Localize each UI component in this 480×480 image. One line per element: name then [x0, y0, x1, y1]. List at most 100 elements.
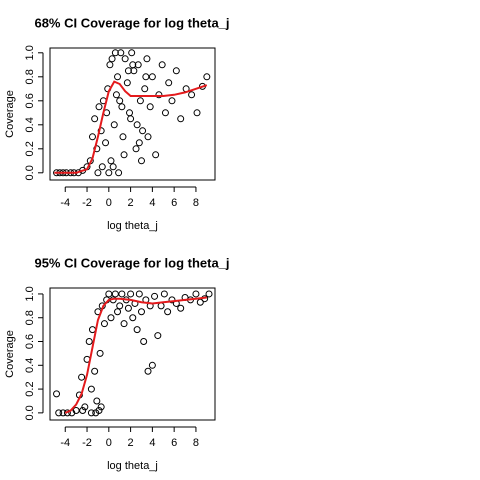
point: [135, 290, 143, 298]
point: [172, 67, 180, 75]
point: [120, 320, 128, 328]
point: [79, 406, 87, 414]
point: [116, 302, 124, 310]
point: [102, 139, 110, 147]
point: [112, 91, 120, 99]
point: [107, 157, 115, 165]
point: [63, 409, 71, 417]
smooth-line: [64, 296, 207, 414]
point: [109, 163, 117, 171]
point: [91, 115, 99, 123]
point: [115, 169, 123, 177]
plot-box: [49, 287, 216, 421]
y-tick-label: 0.2: [24, 381, 36, 396]
point: [108, 55, 116, 63]
point: [137, 308, 145, 316]
point: [148, 73, 156, 81]
point: [81, 403, 89, 411]
point: [88, 133, 96, 141]
point: [93, 145, 101, 153]
point: [114, 308, 122, 316]
point: [203, 73, 211, 81]
point: [93, 397, 101, 405]
y-axis-label: Coverage: [4, 330, 16, 378]
point: [124, 304, 132, 312]
point: [123, 79, 131, 87]
y-axis-label: Coverage: [4, 90, 16, 138]
point: [88, 326, 96, 334]
point: [55, 409, 63, 417]
point: [146, 103, 154, 111]
point: [129, 61, 137, 69]
point: [105, 169, 113, 177]
point: [158, 61, 166, 69]
point: [144, 367, 152, 375]
y-tick-label: 0.8: [24, 69, 36, 84]
point: [137, 157, 145, 165]
point: [129, 314, 137, 322]
point: [95, 103, 103, 111]
point: [124, 67, 132, 75]
point: [106, 61, 114, 69]
point: [111, 49, 119, 57]
point: [177, 115, 185, 123]
point: [98, 163, 106, 171]
point: [111, 290, 119, 298]
point: [168, 97, 176, 105]
y-tick-label: 1.0: [24, 45, 36, 60]
point: [72, 406, 80, 414]
point: [135, 139, 143, 147]
point: [117, 49, 125, 57]
y-tick-label: 0.6: [24, 93, 36, 108]
point: [192, 290, 200, 298]
x-tick-label: 2: [128, 197, 134, 209]
point: [193, 109, 201, 117]
x-tick-label: 6: [171, 197, 177, 209]
point: [128, 49, 136, 57]
point: [114, 73, 122, 81]
y-tick-label: 0.4: [24, 358, 36, 373]
point: [134, 61, 142, 69]
x-tick-label: 8: [193, 437, 199, 449]
point: [119, 133, 127, 141]
point: [160, 290, 168, 298]
point: [127, 115, 135, 123]
point: [155, 91, 163, 99]
plot-box: [49, 47, 216, 181]
point: [127, 290, 135, 298]
point: [97, 403, 105, 411]
point: [143, 55, 151, 63]
point: [205, 290, 213, 298]
point: [97, 127, 105, 135]
y-tick-label: 0.2: [24, 141, 36, 156]
point: [53, 390, 61, 398]
point: [139, 127, 147, 135]
y-tick-label: 1.0: [24, 286, 36, 301]
x-tick-label: 8: [193, 197, 199, 209]
point: [141, 85, 149, 93]
point: [136, 97, 144, 105]
point: [116, 97, 124, 105]
y-tick-label: 0.8: [24, 310, 36, 325]
x-tick-label: -4: [60, 197, 70, 209]
point: [151, 292, 159, 300]
point: [133, 326, 141, 334]
x-tick-label: -2: [82, 437, 92, 449]
point: [168, 296, 176, 304]
point: [154, 332, 162, 340]
point: [196, 298, 204, 306]
point: [165, 79, 173, 87]
point: [118, 103, 126, 111]
point: [132, 145, 140, 153]
point: [100, 320, 108, 328]
x-tick-label: 0: [106, 197, 112, 209]
point: [85, 338, 93, 346]
point: [96, 349, 104, 357]
point: [177, 304, 185, 312]
x-tick-label: 4: [149, 437, 155, 449]
point: [148, 361, 156, 369]
point: [126, 109, 134, 117]
point: [133, 121, 141, 129]
point: [152, 151, 160, 159]
x-axis-label: log theta_j: [107, 460, 158, 472]
